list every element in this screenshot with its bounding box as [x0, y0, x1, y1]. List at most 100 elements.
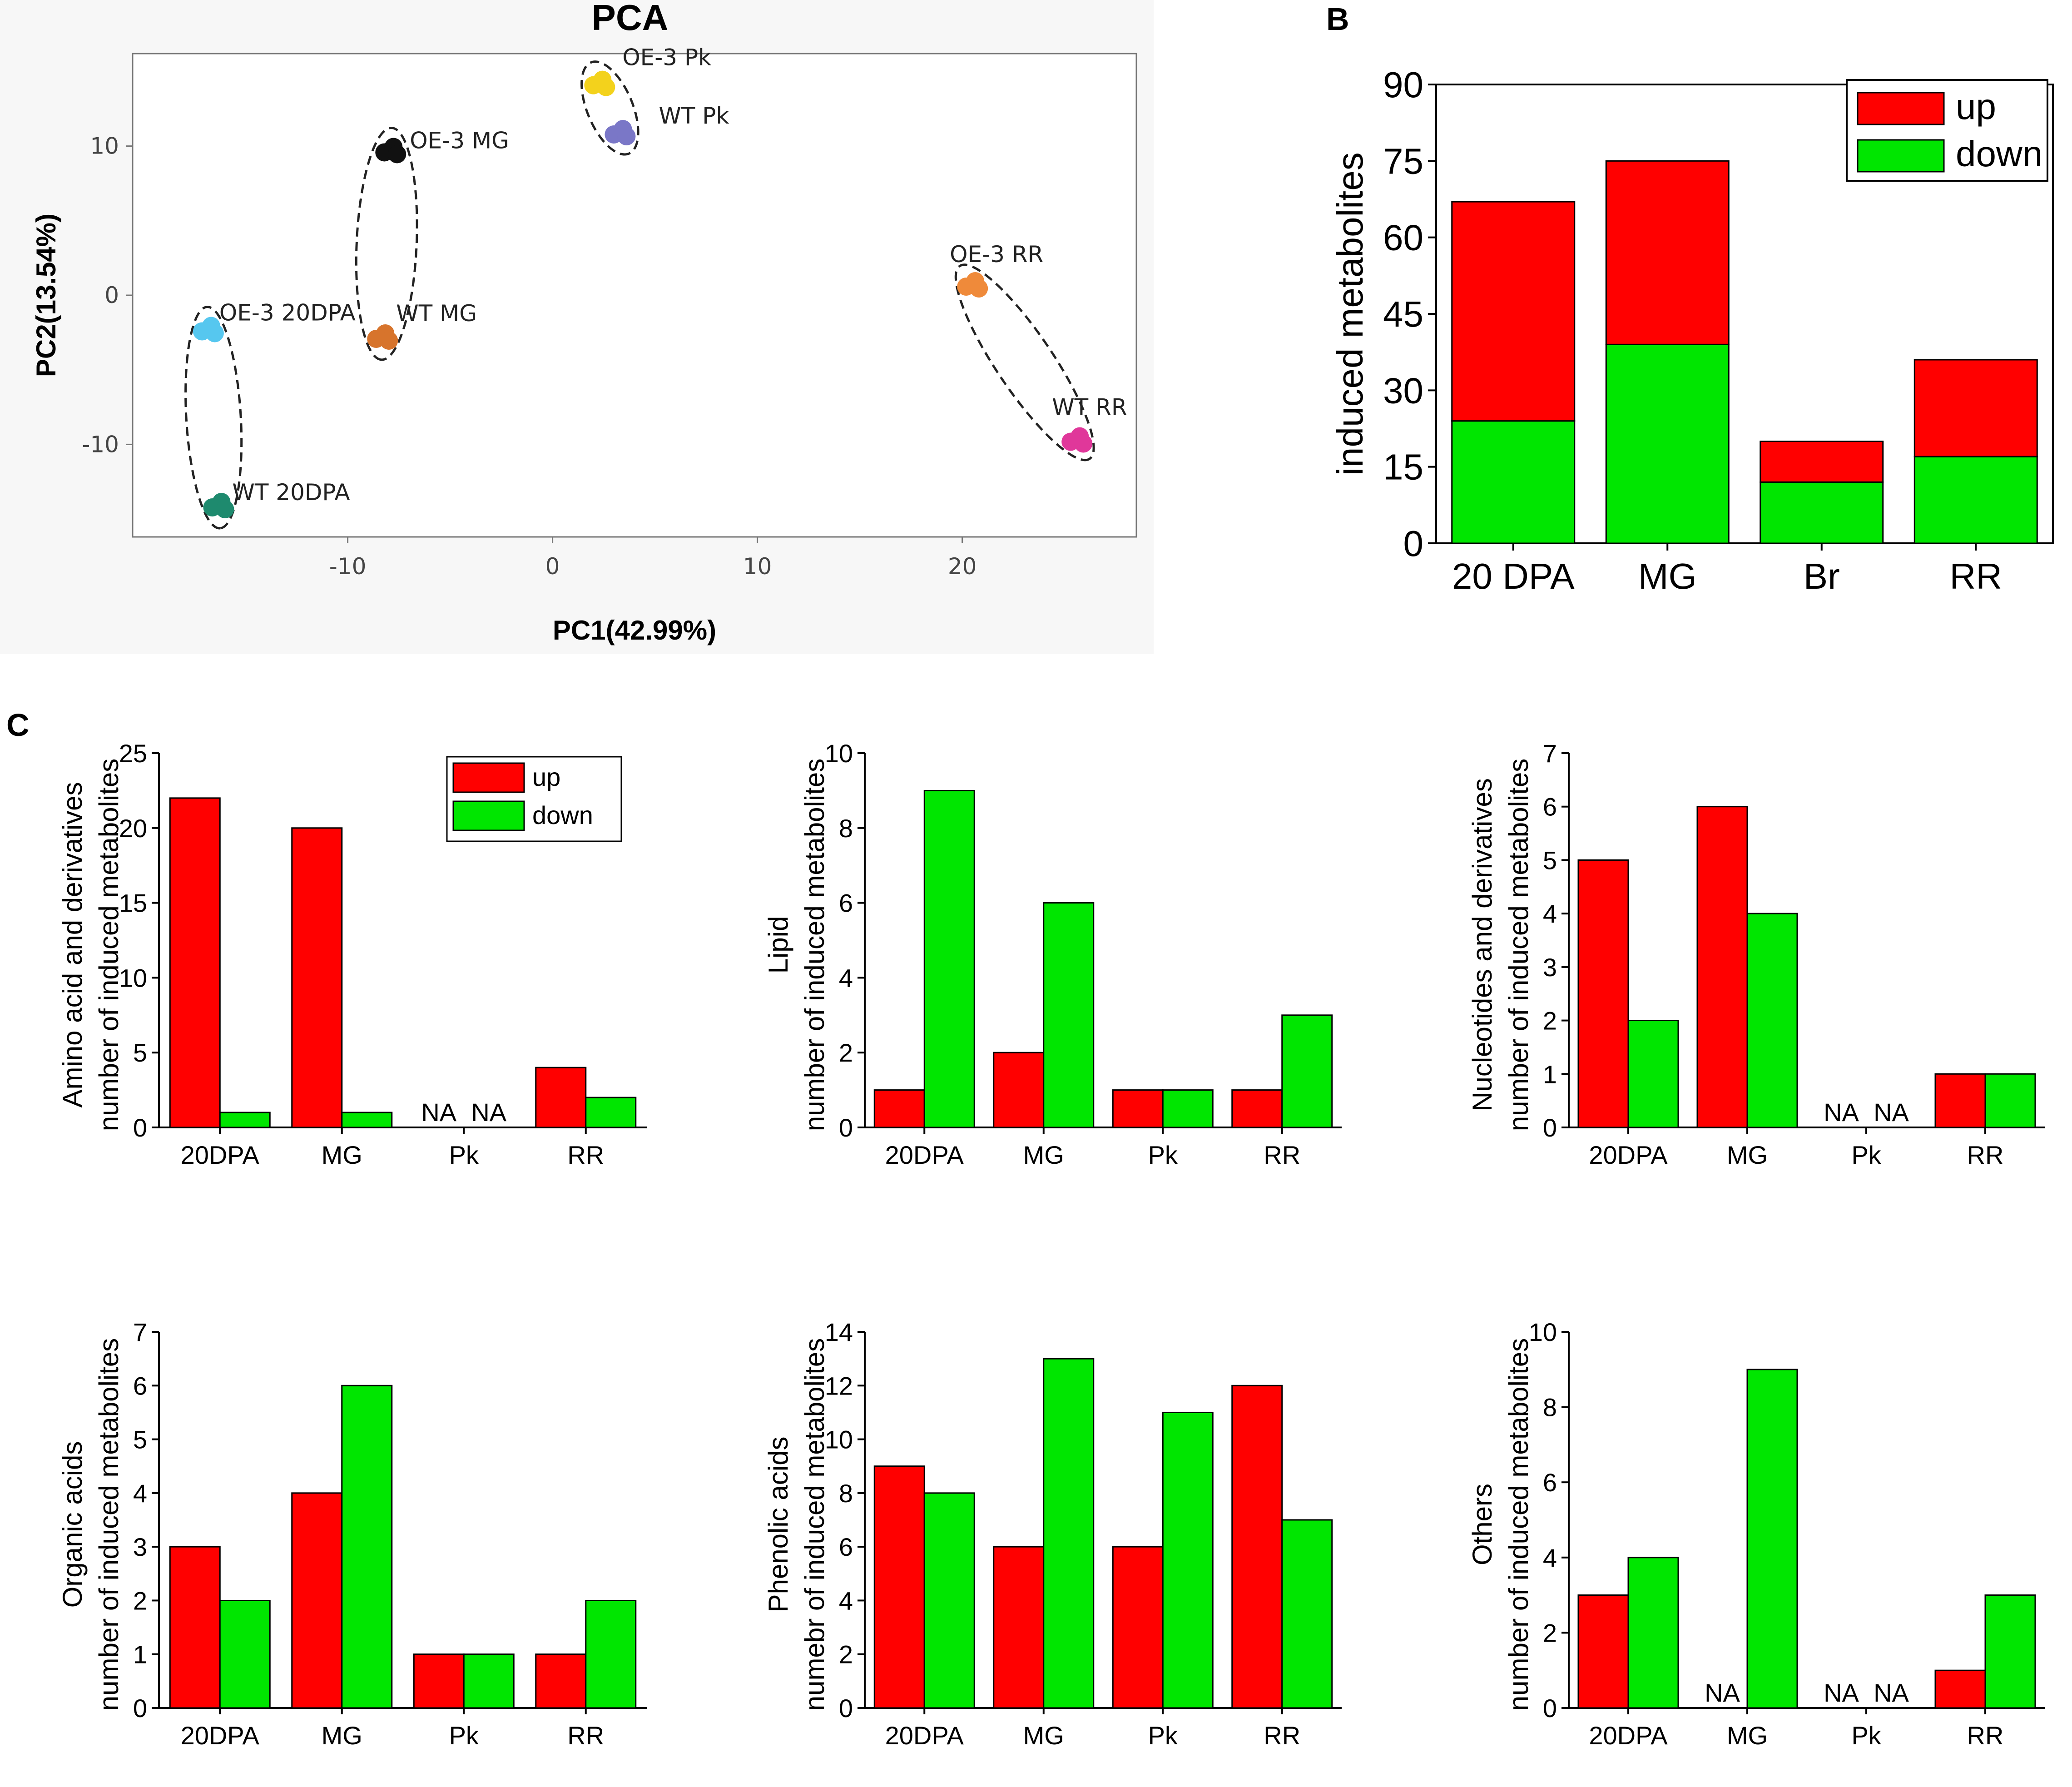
phenolic-acids-chart: 0 2 4 6 8 10 12 14 Phenolic acids numebr of induc…	[763, 1318, 1342, 1750]
lipid-y-tick-label: 8	[839, 814, 853, 843]
nucleotides-x-tick-label: MG	[1727, 1141, 1768, 1169]
nucleotides-y-tick-label: 5	[1543, 846, 1557, 874]
lipid-x-tick-label: 20DPA	[885, 1141, 964, 1169]
phenolic-y-label-category: Phenolic acids	[763, 1437, 793, 1613]
others-y-tick-label: 10	[1529, 1318, 1557, 1346]
pca-plot-frame	[132, 53, 1137, 538]
lipid-x-tick-label: Pk	[1148, 1141, 1178, 1169]
phenolic-bar-up	[993, 1546, 1045, 1709]
amino-x-tick-label: MG	[322, 1141, 362, 1169]
organic-bar-up	[413, 1653, 465, 1709]
amino-bar-down	[219, 1112, 271, 1128]
total-y-tick-label: 45	[1383, 294, 1423, 334]
amino-legend: up down	[446, 756, 622, 842]
organic-bar-down	[219, 1599, 271, 1709]
others-na-label: NA	[1874, 1678, 1909, 1707]
organic-bar-up	[169, 1546, 221, 1709]
amino-y-tick-label: 10	[119, 963, 147, 992]
pca-point	[970, 279, 988, 298]
organic-y-tick-label: 3	[133, 1533, 147, 1561]
panel-label-b: B	[1326, 1, 1349, 37]
total-bar-up	[1451, 201, 1576, 422]
total-x-tick-label: RR	[1949, 556, 2002, 596]
phenolic-y-tick-label: 2	[839, 1640, 853, 1669]
phenolic-bar-down	[1162, 1411, 1214, 1709]
nucleotides-y-label-category: Nucleotides and derivatives	[1467, 778, 1497, 1112]
organic-x-tick-label: RR	[567, 1721, 604, 1750]
lipid-x-tick-label: MG	[1023, 1141, 1064, 1169]
total-bar-up	[1605, 160, 1730, 345]
pca-ellipse-mg	[355, 126, 418, 361]
others-x-tick-label: Pk	[1851, 1721, 1881, 1750]
lipid-bar-up	[1231, 1089, 1283, 1128]
phenolic-y-tick-label: 12	[825, 1371, 853, 1400]
organic-y-tick-label: 5	[133, 1425, 147, 1454]
amino-legend-label-down: down	[532, 801, 593, 829]
phenolic-y-tick-label: 8	[839, 1479, 853, 1508]
lipid-bar-up	[873, 1089, 925, 1128]
total-y-tick-label: 60	[1383, 218, 1423, 258]
pca-x-tick-label: 0	[545, 553, 560, 580]
amino-legend-label-up: up	[532, 763, 560, 791]
others-y-tick-label: 8	[1543, 1393, 1557, 1422]
organic-y-tick-label: 0	[133, 1694, 147, 1722]
amino-y-label-category: Amino acid and derivatives	[57, 782, 88, 1107]
stacked-total-chart: 0 15 30 45 60 75 90 induced metabolites 20 DPA MG…	[1330, 65, 2054, 596]
phenolic-y-tick-label: 6	[839, 1533, 853, 1561]
pca-y-tick-label: -10	[82, 431, 119, 457]
total-bar-down	[1605, 343, 1730, 544]
nucleotides-y-tick-label: 0	[1543, 1113, 1557, 1142]
others-y-label-category: Others	[1467, 1484, 1497, 1565]
pca-ellipse-rr	[954, 263, 1095, 462]
others-bar-up	[1577, 1594, 1629, 1709]
amino-y-tick-label: 0	[133, 1113, 147, 1142]
total-y-axis-label: induced metabolites	[1330, 152, 1370, 476]
others-y-tick-label: 0	[1543, 1694, 1557, 1722]
total-y-tick-label: 15	[1383, 447, 1423, 487]
total-legend-label-up: up	[1956, 86, 1996, 127]
total-legend: up down	[1846, 79, 2048, 182]
others-na-label: NA	[1705, 1678, 1740, 1707]
nucleotides-x-tick-label: 20DPA	[1589, 1141, 1668, 1169]
organic-bar-up	[291, 1492, 343, 1709]
total-legend-swatch-up	[1857, 92, 1945, 125]
pca-group-label: WT MG	[396, 300, 477, 327]
lipid-bar-up	[993, 1052, 1045, 1128]
pca-point	[1074, 434, 1093, 453]
phenolic-y-tick-label: 0	[839, 1694, 853, 1722]
others-y-tick-label: 4	[1543, 1544, 1557, 1572]
organic-y-label-category: Organic acids	[57, 1441, 88, 1608]
nucleotides-bar-up	[1696, 806, 1748, 1128]
nucleotides-bar-down	[1627, 1020, 1679, 1128]
phenolic-y-label-count: numebr of induced metabolites	[799, 1338, 830, 1711]
lipid-bar-down	[1281, 1014, 1333, 1128]
organic-y-tick-label: 1	[133, 1640, 147, 1669]
phenolic-bar-down	[923, 1492, 975, 1709]
lipid-y-tick-label: 4	[839, 963, 853, 992]
amino-acid-chart: 0 5 10 15 20 25 Amino acid and derivatives numb…	[57, 739, 647, 1169]
organic-y-tick-label: 2	[133, 1586, 147, 1615]
phenolic-bar-up	[1231, 1385, 1283, 1709]
nucleotides-x-tick-label: Pk	[1851, 1141, 1881, 1169]
amino-y-tick-label: 20	[119, 814, 147, 843]
organic-y-tick-label: 4	[133, 1479, 147, 1508]
nucleotides-y-tick-label: 2	[1543, 1007, 1557, 1035]
lipid-y-tick-label: 0	[839, 1113, 853, 1142]
phenolic-x-tick-label: MG	[1023, 1721, 1064, 1750]
pca-point	[597, 78, 615, 96]
nucleotides-chart: 0 1 2 3 4 5 6 7 Nucleotides and derivatives numbe…	[1467, 739, 2045, 1169]
others-bar-down	[1746, 1369, 1798, 1709]
total-y-tick-label: 30	[1383, 370, 1423, 411]
phenolic-bar-down	[1281, 1519, 1333, 1709]
amino-bar-up	[169, 797, 221, 1128]
lipid-y-tick-label: 2	[839, 1038, 853, 1067]
total-bar-down	[1451, 420, 1576, 544]
organic-y-tick-label: 6	[133, 1371, 147, 1400]
nucleotides-na-label: NA	[1824, 1098, 1859, 1127]
lipid-chart: 0 2 4 6 8 10 Lipid number of induced metabolite…	[763, 739, 1342, 1169]
pca-point	[380, 331, 398, 350]
pca-group-label: WT Pk	[659, 103, 729, 129]
nucleotides-y-tick-label: 3	[1543, 953, 1557, 982]
pca-x-axis-label: PC1(42.99%)	[553, 615, 716, 645]
amino-y-tick-label: 25	[119, 739, 147, 768]
